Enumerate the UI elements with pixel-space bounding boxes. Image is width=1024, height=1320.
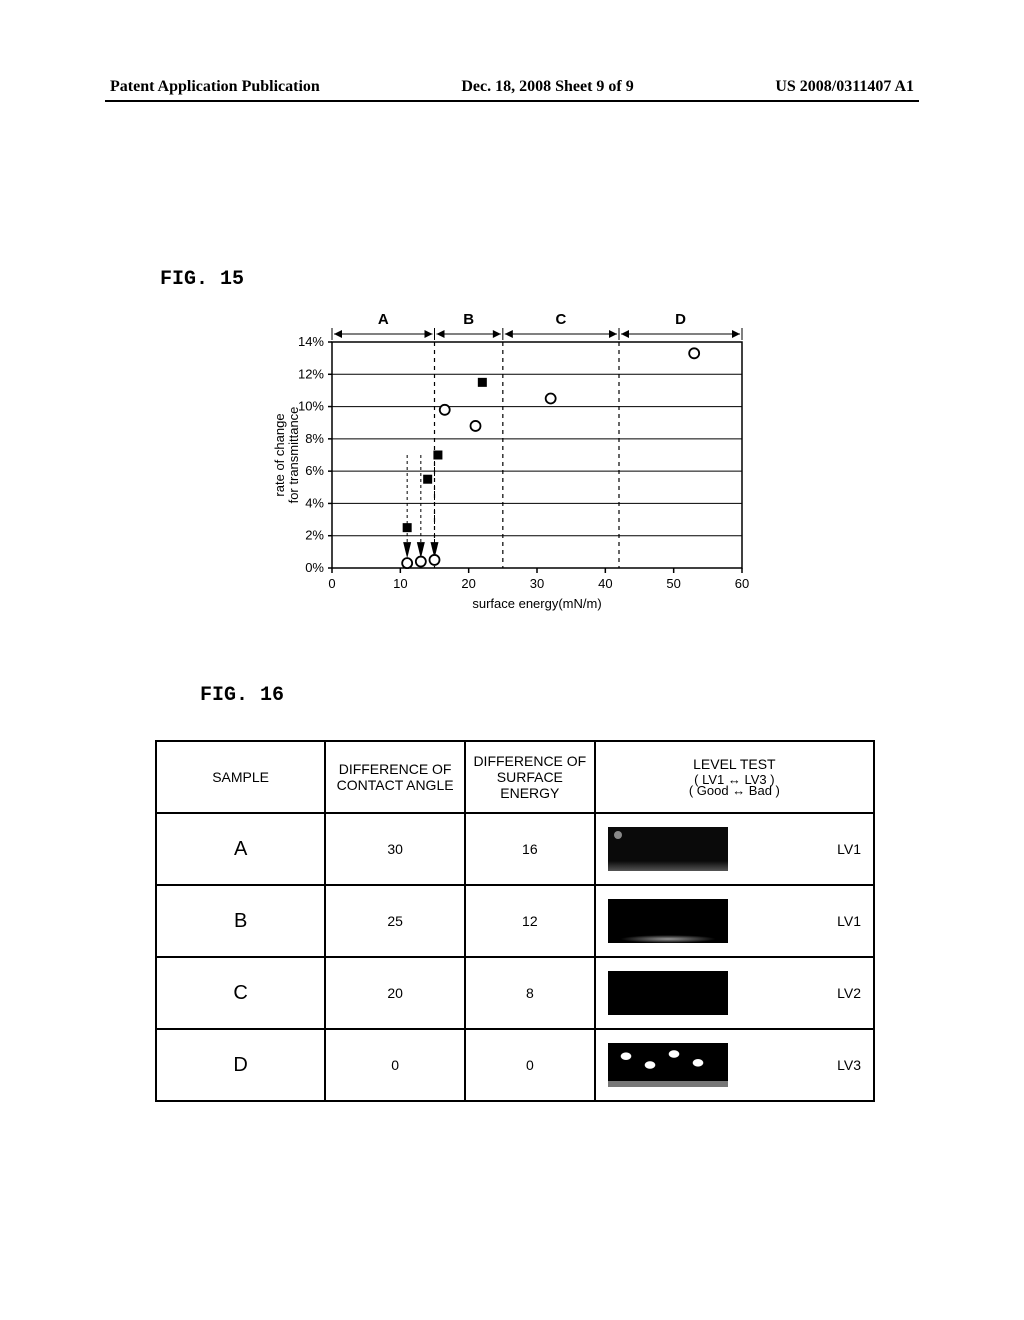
figure-16-label: FIG. 16: [200, 684, 284, 707]
figure-15-label: FIG. 15: [160, 268, 244, 291]
svg-text:0: 0: [328, 576, 335, 591]
header-right: US 2008/0311407 A1: [775, 78, 914, 96]
header-rule: [105, 100, 919, 102]
svg-text:0%: 0%: [305, 560, 324, 575]
svg-text:for transmittance: for transmittance: [286, 407, 301, 504]
level-test-header-line3: Good ↔ Bad: [697, 783, 772, 798]
cell-sample: C: [156, 957, 325, 1029]
cell-contact-angle: 30: [325, 813, 465, 885]
svg-text:A: A: [378, 312, 389, 328]
cell-level-test: LV3: [595, 1029, 874, 1101]
table-row: D00LV3: [156, 1029, 874, 1101]
level-test-thumbnail: [608, 971, 728, 1015]
cell-sample: B: [156, 885, 325, 957]
svg-text:30: 30: [530, 576, 544, 591]
svg-text:2%: 2%: [305, 528, 324, 543]
svg-text:10%: 10%: [298, 399, 324, 414]
svg-text:10: 10: [393, 576, 407, 591]
col-header-contact-angle: DIFFERENCE OF CONTACT ANGLE: [325, 741, 465, 813]
cell-level-test: LV1: [595, 885, 874, 957]
cell-sample: D: [156, 1029, 325, 1101]
col-header-level-test: LEVEL TEST ( LV1 ↔ LV3 ) ( Good ↔ Bad ): [595, 741, 874, 813]
svg-text:60: 60: [735, 576, 749, 591]
cell-surface-energy: 0: [465, 1029, 595, 1101]
col-header-surface-energy: DIFFERENCE OF SURFACE ENERGY: [465, 741, 595, 813]
svg-text:40: 40: [598, 576, 612, 591]
svg-text:14%: 14%: [298, 334, 324, 349]
cell-surface-energy: 12: [465, 885, 595, 957]
svg-text:D: D: [675, 312, 686, 328]
svg-text:50: 50: [666, 576, 680, 591]
chart-svg: 0% 2% 4% 6% 8% 10% 12% 14% 0 10 20 30 40 50 60 A B C Dsurf…: [270, 312, 760, 622]
level-test-thumbnail: [608, 1043, 728, 1087]
level-test-value: LV1: [837, 841, 861, 857]
cell-surface-energy: 16: [465, 813, 595, 885]
svg-text:B: B: [463, 312, 474, 328]
level-test-value: LV1: [837, 913, 861, 929]
table-header-row: SAMPLE DIFFERENCE OF CONTACT ANGLE DIFFE…: [156, 741, 874, 813]
table-body: A3016LV1B2512LV1C208LV2D00LV3: [156, 813, 874, 1101]
cell-level-test: LV1: [595, 813, 874, 885]
svg-text:4%: 4%: [305, 495, 324, 510]
col-header-sample: SAMPLE: [156, 741, 325, 813]
cell-contact-angle: 0: [325, 1029, 465, 1101]
svg-text:8%: 8%: [305, 431, 324, 446]
svg-text:C: C: [555, 312, 566, 328]
svg-text:20: 20: [461, 576, 475, 591]
header-mid: Dec. 18, 2008 Sheet 9 of 9: [461, 78, 633, 96]
cell-contact-angle: 25: [325, 885, 465, 957]
level-test-value: LV2: [837, 985, 861, 1001]
svg-text:12%: 12%: [298, 366, 324, 381]
cell-surface-energy: 8: [465, 957, 595, 1029]
svg-text:6%: 6%: [305, 463, 324, 478]
level-test-value: LV3: [837, 1057, 861, 1073]
table-row: C208 LV2: [156, 957, 874, 1029]
table-row: B2512 LV1: [156, 885, 874, 957]
level-test-thumbnail: [608, 827, 728, 871]
page-header: Patent Application Publication Dec. 18, …: [0, 78, 1024, 96]
svg-text:surface energy(mN/m): surface energy(mN/m): [472, 596, 601, 611]
cell-sample: A: [156, 813, 325, 885]
figure-16-table: SAMPLE DIFFERENCE OF CONTACT ANGLE DIFFE…: [155, 740, 875, 1102]
header-left: Patent Application Publication: [110, 78, 320, 96]
figure-15-chart: 0% 2% 4% 6% 8% 10% 12% 14% 0 10 20 30 40 50 60 A B C Dsurf…: [270, 312, 760, 622]
level-test-thumbnail: [608, 899, 728, 943]
cell-contact-angle: 20: [325, 957, 465, 1029]
svg-text:rate of change: rate of change: [272, 413, 287, 496]
level-test-header-line1: LEVEL TEST: [689, 756, 780, 772]
table-row: A3016 LV1: [156, 813, 874, 885]
cell-level-test: LV2: [595, 957, 874, 1029]
